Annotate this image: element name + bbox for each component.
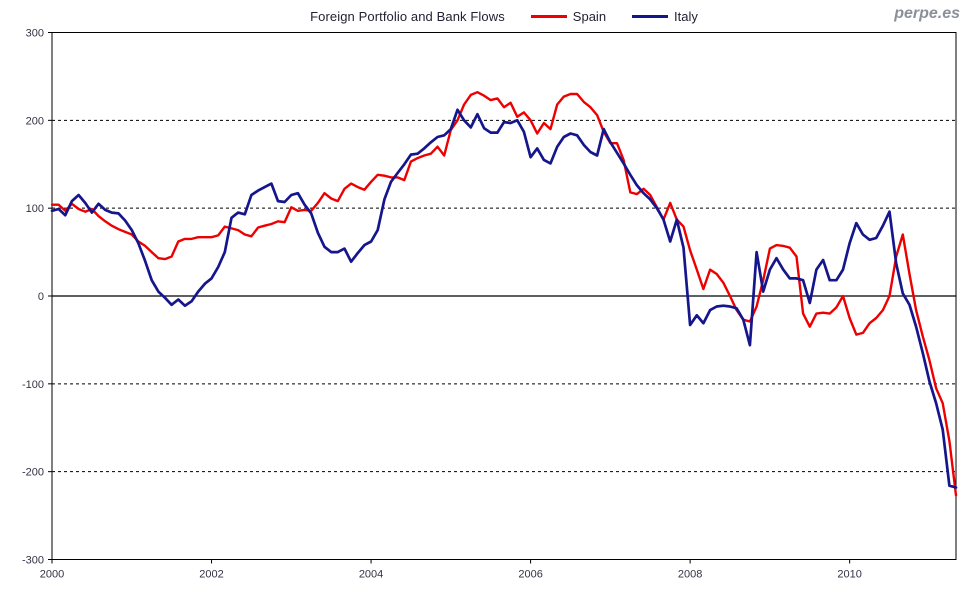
spain-line — [50, 90, 958, 497]
y-tick-label: 0 — [38, 291, 44, 303]
y-tick-label: 200 — [26, 115, 44, 127]
x-tick-label: 2000 — [40, 569, 64, 581]
legend-item-spain: Spain — [530, 8, 607, 24]
watermark: perpe.es — [894, 5, 960, 22]
chart-title: Foreign Portfolio and Bank Flows — [310, 8, 505, 24]
y-tick-label: 300 — [26, 28, 44, 40]
x-tick-label: 2010 — [837, 569, 861, 581]
chart-legend: Spain Italy — [530, 8, 698, 24]
legend-label-italy: Italy — [674, 8, 698, 24]
legend-label-spain: Spain — [572, 8, 607, 24]
plot-frame — [51, 32, 957, 560]
x-tick-label: 2004 — [359, 569, 383, 581]
x-tick-label: 2002 — [199, 569, 223, 581]
y-tick-label: -100 — [22, 379, 44, 391]
y-tick-label: 100 — [26, 203, 44, 215]
x-tick-label: 2008 — [678, 569, 702, 581]
chart-header: Foreign Portfolio and Bank Flows Spain I… — [52, 4, 956, 28]
y-tick-label: -200 — [22, 467, 44, 479]
y-tick-label: -300 — [22, 555, 44, 567]
italy-line-swatch-icon — [632, 14, 669, 18]
italy-line — [50, 108, 958, 489]
spain-line-swatch-icon — [530, 14, 567, 18]
x-tick-label: 2006 — [518, 569, 542, 581]
legend-item-italy: Italy — [632, 9, 698, 24]
